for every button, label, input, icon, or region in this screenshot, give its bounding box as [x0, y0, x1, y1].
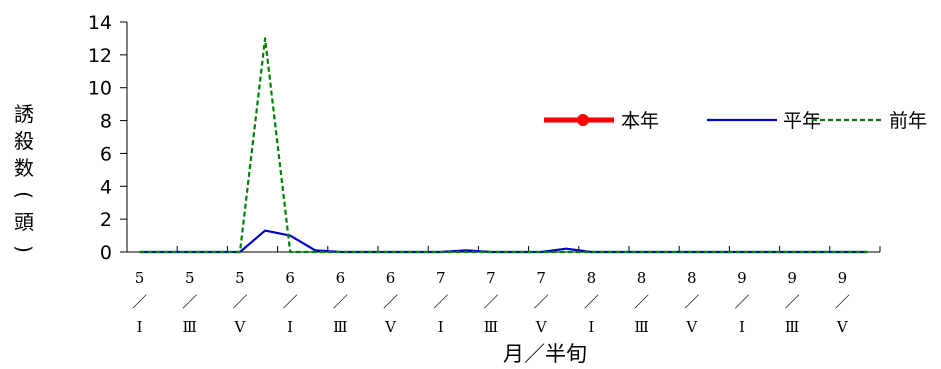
x-tick-month: 7: [486, 269, 496, 287]
x-tick-period: Ⅲ: [333, 318, 347, 336]
x-tick-month: 5: [235, 269, 245, 287]
x-tick-period: Ⅴ: [384, 318, 397, 336]
x-tick-separator: ／: [584, 293, 599, 311]
x-tick-separator: ／: [684, 293, 699, 311]
x-tick-period: Ⅰ: [739, 318, 745, 336]
x-tick-month: 5: [135, 269, 145, 287]
series-layer: [139, 37, 868, 254]
x-tick-separator: ／: [534, 293, 549, 311]
series-line-1: [139, 229, 868, 254]
legend-label-2: 前年: [889, 110, 927, 132]
y-axis-label-char: 殺: [14, 129, 34, 153]
y-axis: 0 2 4 6 8 10 12 14: [88, 12, 128, 264]
y-axis-label-char: 数: [14, 156, 34, 180]
y-axis-label-char: 頭: [14, 210, 34, 234]
x-tick-separator: ／: [232, 293, 247, 311]
x-tick-month: 7: [436, 269, 446, 287]
x-tick-separator: ／: [383, 293, 398, 311]
x-tick-separator: ／: [333, 293, 348, 311]
x-tick-month: 9: [787, 269, 797, 287]
x-tick-month: 5: [185, 269, 195, 287]
x-tick-period: Ⅲ: [785, 318, 799, 336]
x-tick-month: 6: [386, 269, 396, 287]
y-tick-label: 4: [100, 176, 112, 198]
x-tick-month: 7: [536, 269, 546, 287]
x-tick-month: 8: [637, 269, 647, 287]
x-tick-separator: ／: [634, 293, 649, 311]
x-tick-month: 6: [336, 269, 346, 287]
x-axis-label: 月／半旬: [503, 342, 587, 366]
x-tick-period: Ⅴ: [685, 318, 698, 336]
x-tick-period: Ⅲ: [634, 318, 648, 336]
series-line-2: [139, 37, 868, 254]
y-tick-label: 14: [88, 12, 112, 34]
x-tick-separator: ／: [182, 293, 197, 311]
y-tick-label: 2: [100, 209, 112, 231]
x-tick-period: Ⅰ: [438, 318, 444, 336]
x-tick-month: 9: [737, 269, 747, 287]
x-tick-separator: ／: [433, 293, 448, 311]
x-tick-month: 8: [587, 269, 597, 287]
x-tick-period: Ⅲ: [183, 318, 197, 336]
x-tick-separator: ／: [785, 293, 800, 311]
y-tick-label: 10: [88, 78, 112, 100]
legend-label-0: 本年: [621, 110, 659, 132]
x-tick-period: Ⅰ: [287, 318, 293, 336]
x-axis: 5 ／ Ⅰ 5 ／ Ⅲ 5 ／ Ⅴ 6 ／ Ⅰ 6 ／ Ⅲ 6 ／ Ⅴ 7 ／ Ⅰ 7 ／ Ⅲ 7 ／ Ⅴ 8 ／ Ⅰ 8 ／ Ⅲ 8 ／ Ⅴ 9 ／ Ⅰ 9…: [126, 246, 881, 336]
y-tick-label: 12: [88, 45, 112, 67]
x-tick-separator: ／: [835, 293, 850, 311]
legend: 本年 平年 前年: [544, 110, 927, 132]
x-tick-separator: ／: [734, 293, 749, 311]
x-tick-period: Ⅲ: [484, 318, 498, 336]
legend-label-1: 平年: [783, 110, 821, 132]
y-axis-label-char: (: [12, 191, 36, 199]
x-tick-period: Ⅰ: [137, 318, 143, 336]
x-tick-period: Ⅴ: [234, 318, 247, 336]
x-tick-period: Ⅰ: [588, 318, 594, 336]
y-tick-label: 6: [100, 143, 112, 165]
x-tick-period: Ⅴ: [535, 318, 548, 336]
y-axis-label: 誘殺数 ( 頭): [12, 102, 36, 253]
x-tick-period: Ⅴ: [836, 318, 849, 336]
y-axis-label-char: ): [12, 245, 36, 253]
x-tick-separator: ／: [483, 293, 498, 311]
x-tick-month: 8: [687, 269, 697, 287]
y-axis-label-char: 誘: [14, 102, 34, 126]
y-tick-label: 0: [100, 242, 112, 264]
y-tick-label: 8: [100, 111, 112, 133]
x-tick-separator: ／: [283, 293, 298, 311]
x-tick-month: 6: [285, 269, 295, 287]
x-tick-month: 9: [838, 269, 848, 287]
x-tick-separator: ／: [132, 293, 147, 311]
legend-marker-0: [577, 114, 589, 126]
